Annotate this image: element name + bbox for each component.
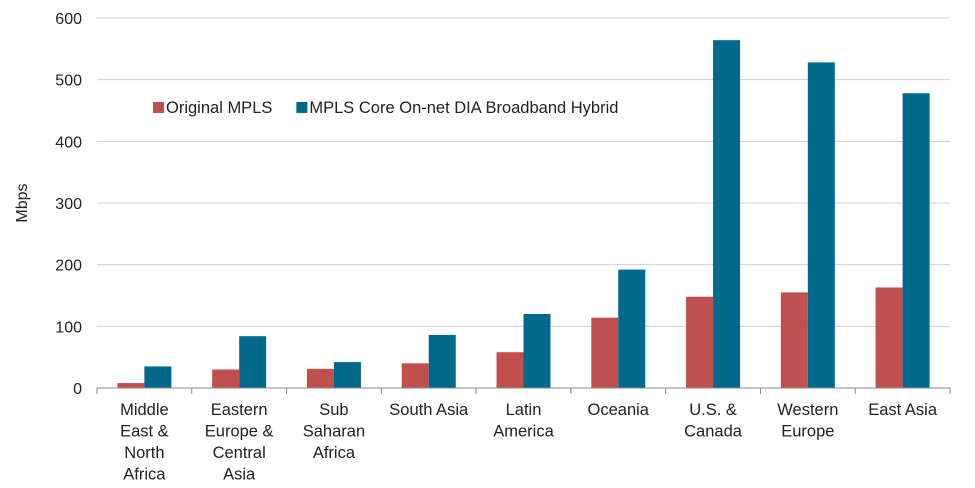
bar-series-2-category-3 [333, 362, 361, 388]
legend: Original MPLS MPLS Core On-net DIA Broadb… [153, 99, 618, 117]
y-axis-title: Mbps [14, 183, 31, 222]
bars [117, 40, 930, 389]
bar-series-1-category-6 [591, 317, 619, 388]
bar-series-1-category-7 [686, 296, 714, 388]
y-tick-label-600: 600 [55, 11, 82, 28]
legend-swatch-1 [153, 102, 164, 113]
legend-label-1: Original MPLS [166, 99, 272, 117]
x-axis-tick-marks [96, 388, 951, 394]
bar-series-2-category-1 [144, 366, 172, 388]
bar-series-1-category-4 [401, 363, 429, 388]
x-category-label-8: Western Europe [777, 401, 838, 441]
bar-series-1-category-9 [875, 287, 903, 388]
bar-series-2-category-9 [902, 93, 930, 388]
x-category-label-2: Eastern Europe & Central Asia [205, 401, 274, 484]
bar-series-1-category-3 [306, 368, 334, 388]
legend-swatch-2 [296, 102, 308, 113]
y-tick-label-400: 400 [55, 134, 82, 151]
legend-label-2: MPLS Core On-net DIA Broadband Hybrid [309, 99, 618, 117]
bar-series-2-category-7 [713, 40, 741, 388]
bar-series-2-category-8 [807, 62, 835, 389]
bar-series-1-category-8 [780, 292, 808, 388]
bar-series-2-category-5 [523, 314, 551, 388]
bar-series-1-category-1 [117, 383, 145, 388]
x-category-label-1: Middle East & North Africa [120, 401, 169, 484]
x-category-label-5: Latin America [493, 401, 554, 441]
bar-series-1-category-5 [496, 352, 524, 388]
y-tick-label-0: 0 [73, 381, 82, 398]
y-tick-label-200: 200 [55, 258, 82, 275]
y-tick-label-100: 100 [55, 319, 82, 336]
bar-series-1-category-2 [212, 369, 240, 388]
x-category-label-4: South Asia [389, 401, 469, 419]
x-category-label-6: Oceania [588, 401, 650, 419]
y-axis-tick-labels: 0 100 200 300 400 500 600 [55, 11, 82, 398]
bar-series-2-category-6 [618, 269, 646, 388]
x-axis-category-labels: Middle East & North Africa Eastern Europe & Ce… [120, 401, 938, 484]
x-category-label-3: Sub Saharan Africa [303, 401, 365, 462]
x-category-label-7: U.S. & Canada [684, 401, 743, 441]
bar-series-2-category-2 [239, 336, 267, 388]
bar-series-2-category-4 [428, 334, 456, 388]
y-tick-label-500: 500 [55, 73, 82, 90]
x-category-label-9: East Asia [868, 401, 938, 419]
y-tick-label-300: 300 [55, 196, 82, 213]
